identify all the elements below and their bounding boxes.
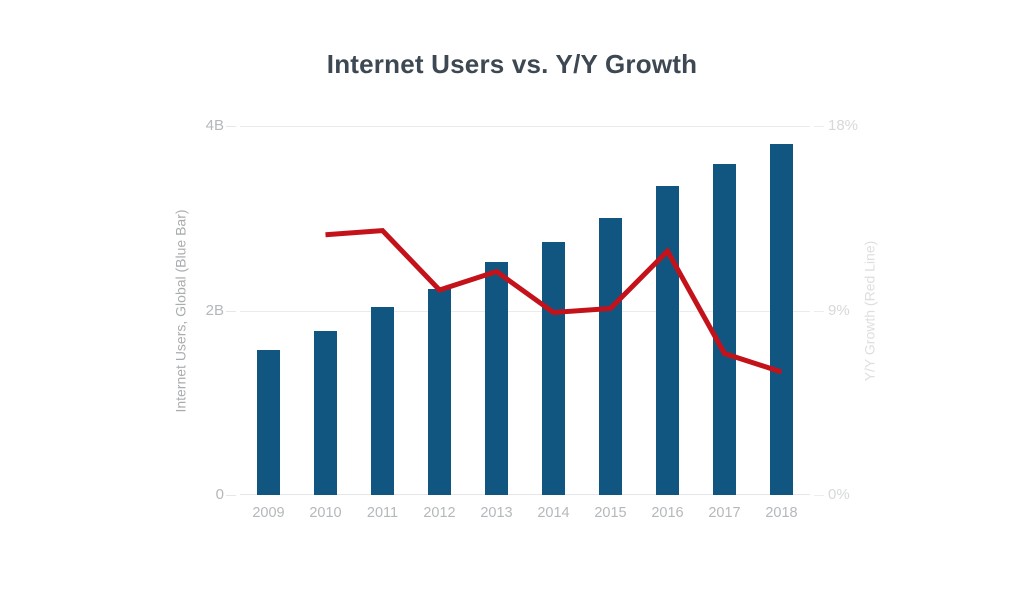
x-tick-label-2012: 2012 (423, 505, 456, 521)
bar-2010 (314, 330, 337, 495)
growth-line-path (325, 228, 783, 375)
x-tick-label-2014: 2014 (537, 505, 570, 521)
gridline (240, 126, 810, 127)
x-tick-label-2015: 2015 (594, 505, 627, 521)
right-tick-label: 0% (828, 486, 850, 503)
left-tick-mark (226, 310, 236, 312)
right-tick-label: 18% (828, 117, 859, 134)
x-axis-line (240, 494, 810, 495)
left-tick-label: 0 (215, 486, 224, 503)
x-tick-label-2009: 2009 (252, 505, 285, 521)
bar-2011 (371, 306, 394, 495)
bar-2015 (599, 218, 622, 495)
plot-area: 0 2B 4B 0% 9% 18% 2009 2010 2011 2012 2013 2014 20… (206, 117, 858, 521)
gridline (240, 310, 810, 312)
bar-2012 (428, 289, 451, 495)
x-tick-label-2017: 2017 (708, 505, 741, 521)
bar-2013 (485, 261, 508, 495)
bar-2017 (713, 163, 736, 495)
x-tick-label-2016: 2016 (651, 505, 684, 521)
right-tick-label: 9% (828, 301, 850, 319)
x-tick-label-2010: 2010 (309, 505, 342, 521)
x-tick-label-2013: 2013 (480, 505, 513, 521)
chart-title: Internet Users vs. Y/Y Growth (326, 49, 698, 79)
right-tick-mark (814, 310, 824, 312)
right-tick-mark (814, 126, 824, 127)
bar-2009 (257, 350, 280, 495)
left-tick-label: 4B (205, 117, 224, 134)
x-tick-label-2011: 2011 (366, 505, 399, 521)
x-tick-label-2018: 2018 (765, 505, 798, 521)
bar-2018 (770, 144, 793, 495)
left-tick-mark (226, 495, 236, 496)
left-tick-mark (226, 126, 236, 127)
line-series (325, 228, 783, 375)
left-tick-label: 2B (205, 301, 224, 319)
right-tick-mark (814, 495, 824, 496)
